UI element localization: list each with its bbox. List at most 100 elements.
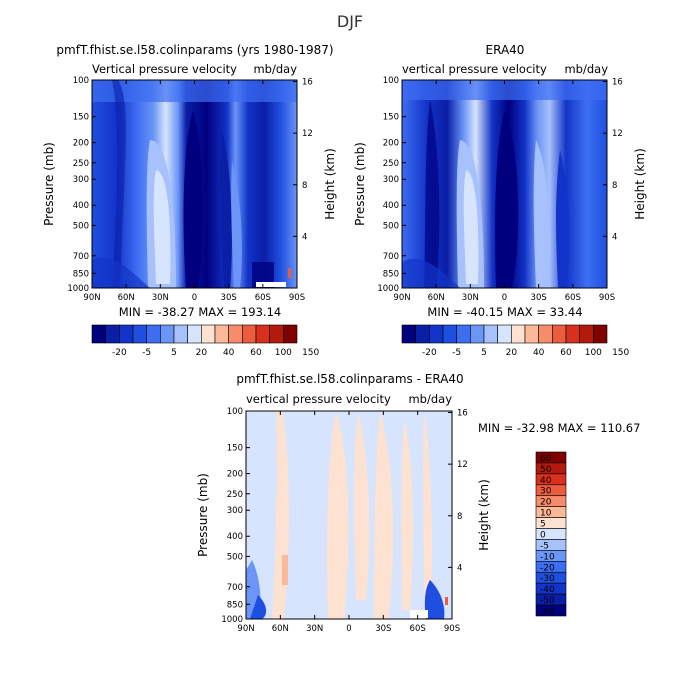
panel-era40-colorbar: -20 -5 5 20 40 60 100 150: [401, 324, 630, 358]
x-tick-label: 0: [192, 293, 197, 303]
colorbar-label: 150: [612, 348, 629, 358]
colorbar-label: 150: [302, 348, 319, 358]
y-tick-label: 100: [73, 76, 89, 86]
panel-model-subtitle-left: Vertical pressure velocity: [92, 62, 237, 76]
panel-era40-subtitle-right: mb/day: [564, 62, 608, 76]
colorbar-swatch: [593, 324, 608, 344]
panel-model-colorbar: -20 -5 5 20 40 60 100 150: [91, 324, 320, 358]
y-tick-label: 850: [227, 600, 243, 610]
colorbar-label: 20: [196, 348, 208, 358]
colorbar-swatch: [524, 324, 539, 344]
figure-title: DJF: [337, 12, 363, 31]
y-tick-label: 150: [227, 444, 243, 454]
colorbar-label: -10: [540, 552, 555, 562]
panel-era40-x-axis: 90N 60N 30N 0 30S 60S 90S: [393, 80, 615, 303]
y-tick-label: 200: [73, 139, 89, 149]
right-tick-label: 16: [457, 409, 468, 419]
colorbar-swatch: [511, 324, 526, 344]
y-tick-label: 700: [73, 252, 89, 262]
y-tick-label: 100: [383, 76, 399, 86]
right-tick-label: 16: [302, 78, 313, 88]
panel-era40-title: ERA40: [486, 43, 525, 57]
panel-diff-field: [246, 411, 452, 619]
colorbar-label: -20: [422, 348, 437, 358]
panel-model-y-axis: 100 150 200 250 300 400 500 700 850 1000: [67, 76, 96, 294]
colorbar-swatch: [187, 324, 202, 344]
colorbar-swatch: [105, 324, 120, 344]
colorbar-swatch: [538, 324, 553, 344]
x-tick-label: 90N: [237, 624, 254, 634]
y-tick-label: 700: [383, 252, 399, 262]
panel-diff: pmfT.fhist.se.l58.colinparams - ERA40 ve…: [196, 372, 640, 634]
right-tick-label: 8: [612, 181, 617, 191]
panel-diff-stats: MIN = -32.98 MAX = 110.67: [478, 421, 640, 435]
panel-model-y-label: Pressure (mb): [42, 142, 56, 226]
x-tick-label: 60S: [255, 293, 271, 303]
y-tick-label: 850: [73, 269, 89, 279]
y-tick-label: 1000: [377, 284, 399, 294]
right-tick-label: 4: [457, 563, 462, 573]
colorbar-swatch: [483, 324, 498, 344]
colorbar-swatch: [429, 324, 444, 344]
panel-diff-title: pmfT.fhist.se.l58.colinparams - ERA40: [236, 372, 463, 386]
colorbar-label: 5: [171, 348, 177, 358]
colorbar-swatch: [456, 324, 471, 344]
panel-era40-subtitle-left: vertical pressure velocity: [402, 62, 547, 76]
colorbar-label: 60: [250, 348, 262, 358]
y-tick-label: 1000: [67, 284, 89, 294]
x-tick-label: 90S: [444, 624, 460, 634]
y-tick-label: 850: [383, 269, 399, 279]
y-tick-label: 250: [383, 159, 399, 169]
panel-model-right-label: Height (km): [323, 148, 337, 219]
colorbar-swatch: [401, 324, 416, 344]
colorbar-label: 40: [223, 348, 235, 358]
panel-diff-subtitle-right: mb/day: [408, 392, 452, 406]
colorbar-label: 5: [540, 520, 546, 530]
y-tick-label: 150: [73, 113, 89, 123]
y-tick-label: 400: [383, 201, 399, 211]
panel-model-right-axis: 16 12 8 4: [293, 78, 313, 242]
colorbar-swatch: [228, 324, 243, 344]
x-tick-label: 30N: [306, 624, 323, 634]
x-tick-label: 0: [502, 293, 507, 303]
y-tick-label: 300: [73, 175, 89, 185]
colorbar-swatch: [132, 324, 147, 344]
colorbar-swatch: [565, 324, 580, 344]
panel-diff-y-label: Pressure (mb): [196, 473, 210, 557]
x-tick-label: 30S: [375, 624, 391, 634]
colorbar-swatch: [173, 324, 188, 344]
colorbar-label: 50: [540, 465, 552, 475]
y-tick-label: 1000: [221, 615, 243, 625]
panel-era40: ERA40 vertical pressure velocity mb/day …: [353, 43, 647, 358]
panel-era40-right-axis: 16 12 8 4: [603, 78, 623, 242]
x-tick-label: 30N: [152, 293, 169, 303]
right-tick-label: 12: [612, 129, 623, 139]
y-tick-label: 250: [73, 159, 89, 169]
colorbar-swatch: [497, 324, 512, 344]
colorbar-label: -40: [540, 585, 555, 595]
y-tick-label: 100: [227, 407, 243, 417]
colorbar-label: 20: [506, 348, 518, 358]
y-tick-label: 250: [227, 490, 243, 500]
y-tick-label: 700: [227, 583, 243, 593]
x-tick-label: 60N: [118, 293, 135, 303]
panel-diff-y-axis: 100 150 200 250 300 400 500 700 850 1000: [221, 407, 250, 625]
colorbar-label: -5: [142, 348, 151, 358]
colorbar-label: -60: [540, 607, 555, 617]
colorbar-label: 10: [540, 509, 552, 519]
colorbar-label: 60: [560, 348, 572, 358]
x-tick-label: 30N: [462, 293, 479, 303]
colorbar-swatch: [255, 324, 270, 344]
y-tick-label: 200: [227, 470, 243, 480]
y-tick-label: 500: [383, 221, 399, 231]
colorbar-label: 40: [533, 348, 545, 358]
colorbar-label: -20: [112, 348, 127, 358]
x-tick-label: 30S: [531, 293, 547, 303]
colorbar-swatch: [160, 324, 175, 344]
colorbar-label: 5: [481, 348, 487, 358]
x-tick-label: 60N: [428, 293, 445, 303]
right-tick-label: 12: [457, 460, 468, 470]
x-tick-label: 60N: [272, 624, 289, 634]
x-tick-label: 90N: [83, 293, 100, 303]
y-tick-label: 200: [383, 139, 399, 149]
